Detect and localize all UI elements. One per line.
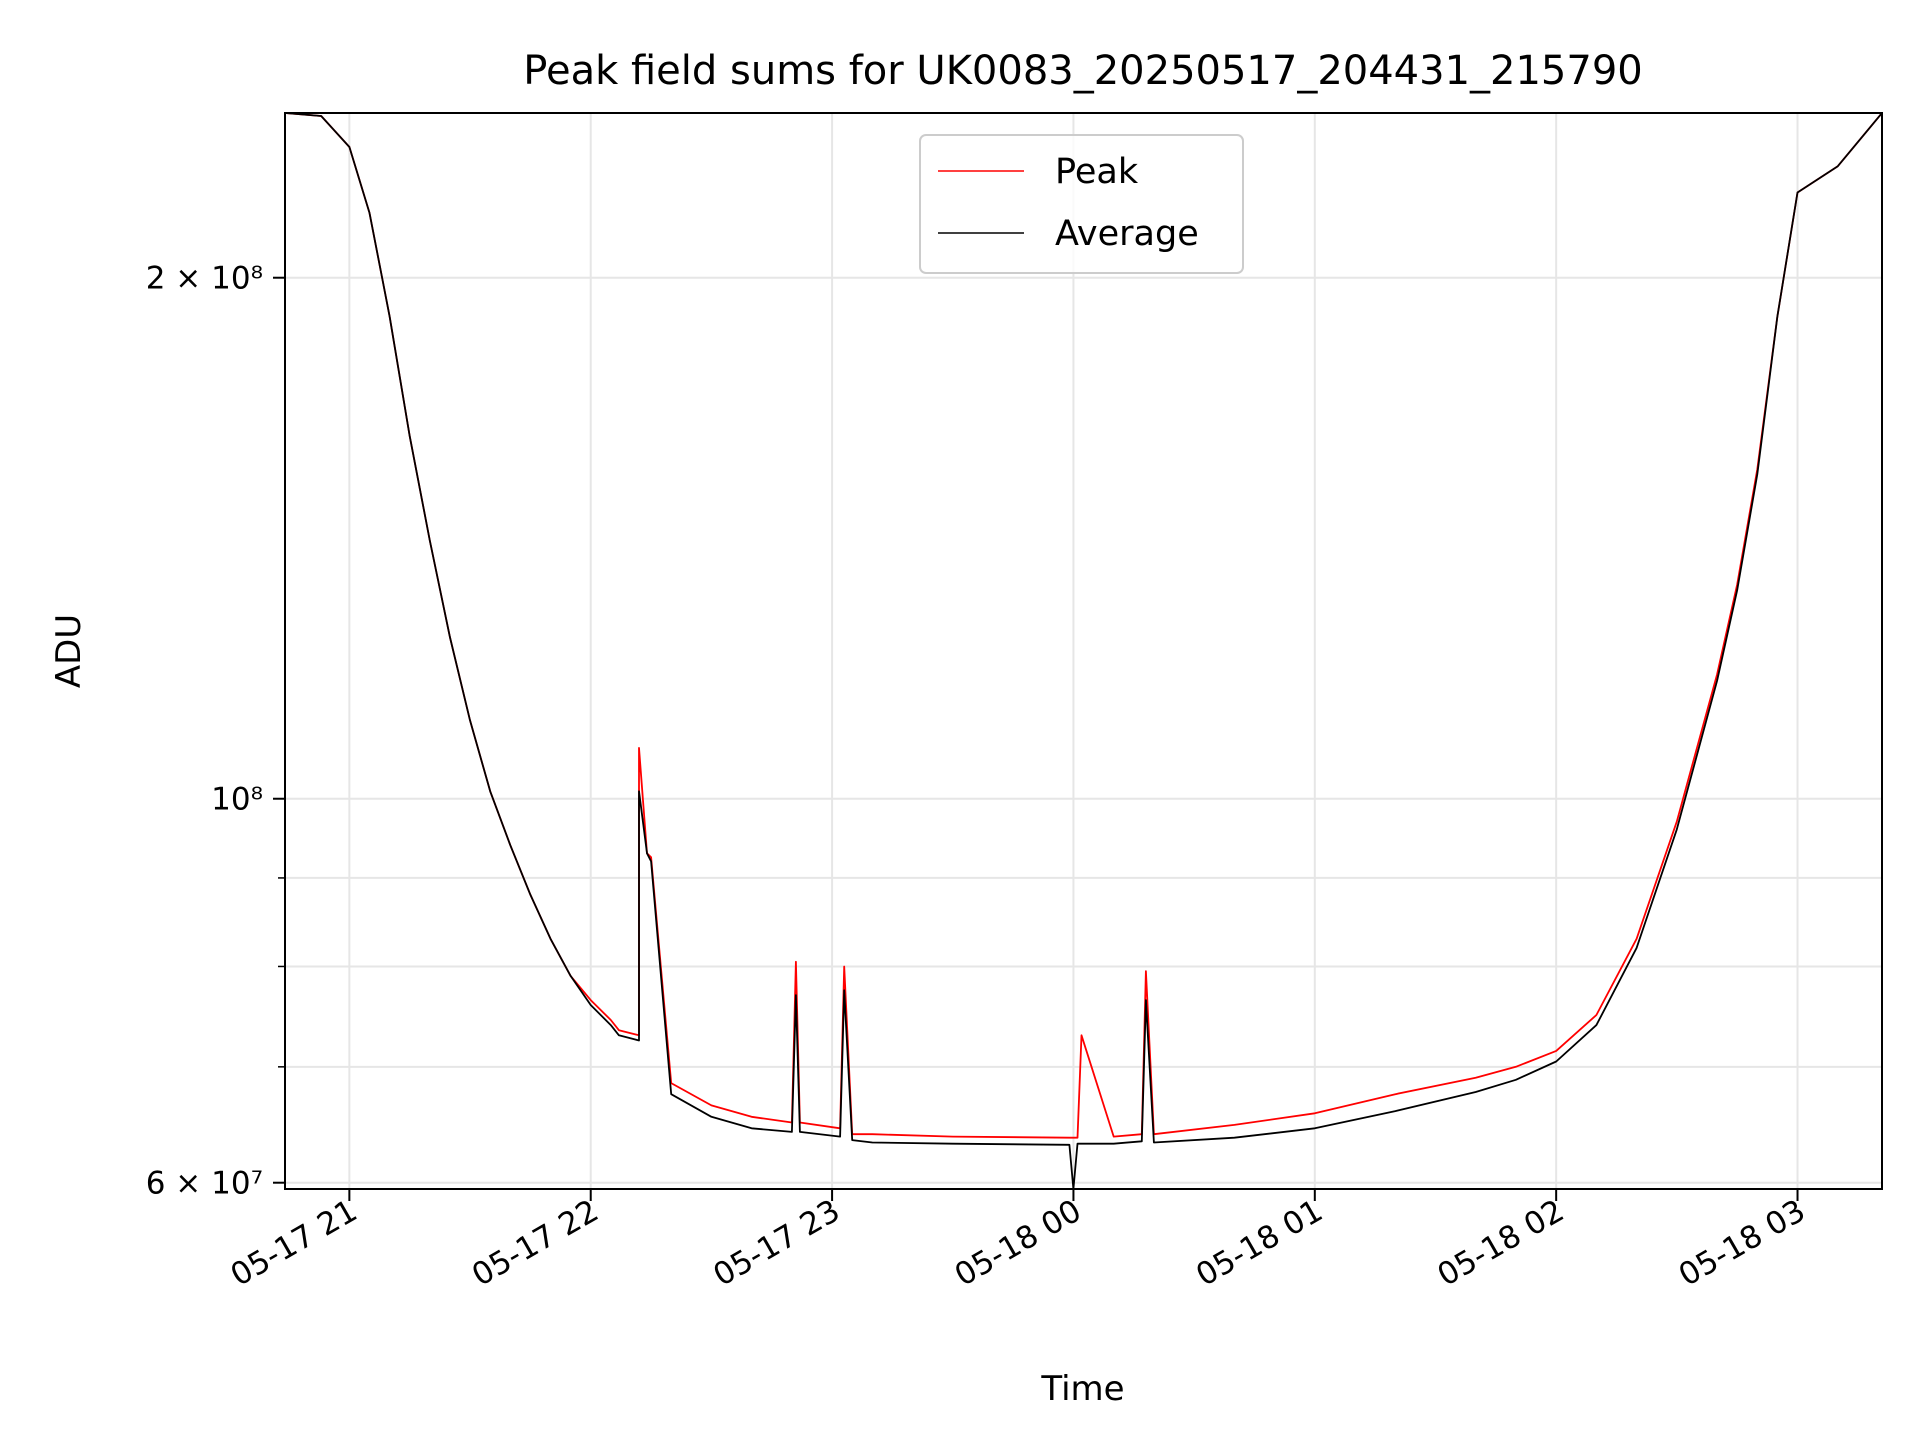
legend: Peak Average [919,134,1244,274]
legend-label-peak: Peak [1055,152,1139,192]
series-line-average [285,113,1882,1189]
series-group [285,113,1882,1189]
plot-frame [284,112,1883,1190]
y-tick-label: 6 × 10⁷ [146,1166,263,1202]
legend-box [919,134,1244,274]
y-axis-label: ADU [49,614,89,688]
x-axis-label: Time [1040,1369,1124,1409]
chart-title: Peak field sums for UK0083_20250517_2044… [523,48,1642,94]
grid [285,113,1882,1189]
legend-label-average: Average [1055,214,1199,254]
y-tick-label: 2 × 10⁸ [146,261,263,297]
y-tick-label: 10⁸ [211,782,263,818]
